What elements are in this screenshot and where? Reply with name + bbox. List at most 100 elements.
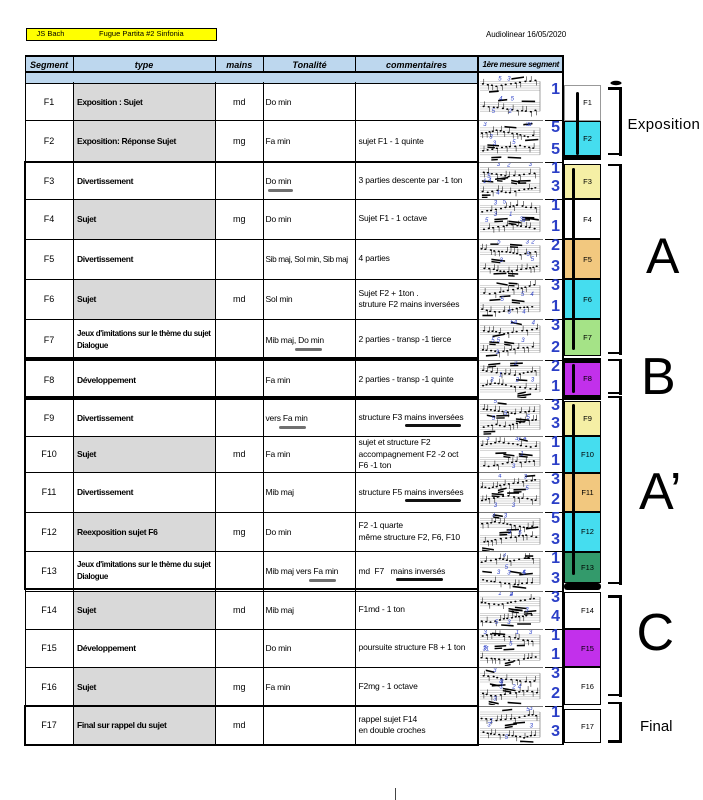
svg-text:3: 3 bbox=[530, 377, 534, 383]
svg-text:3: 3 bbox=[528, 163, 532, 168]
svg-text:5: 5 bbox=[493, 400, 497, 405]
svg-text:3: 3 bbox=[490, 377, 494, 383]
svg-text:5: 5 bbox=[500, 297, 504, 303]
svg-text:5: 5 bbox=[510, 97, 514, 103]
svg-text:3: 3 bbox=[493, 697, 497, 703]
svg-text:5: 5 bbox=[497, 240, 501, 246]
svg-text:3: 3 bbox=[529, 707, 533, 712]
svg-text:5: 5 bbox=[526, 415, 530, 421]
svg-text:5: 5 bbox=[487, 174, 491, 180]
svg-text:3: 3 bbox=[525, 122, 529, 128]
svg-text:3: 3 bbox=[507, 76, 511, 82]
svg-text:4: 4 bbox=[513, 320, 517, 326]
svg-text:3: 3 bbox=[511, 464, 515, 470]
svg-text:3: 3 bbox=[503, 513, 507, 519]
svg-text:5: 5 bbox=[522, 570, 526, 576]
svg-text:5: 5 bbox=[496, 338, 500, 344]
svg-text:5: 5 bbox=[502, 200, 506, 206]
svg-text:5: 5 bbox=[491, 338, 495, 344]
svg-text:4: 4 bbox=[499, 680, 503, 686]
svg-text:5: 5 bbox=[521, 292, 525, 298]
svg-text:4: 4 bbox=[517, 684, 521, 690]
svg-text:3: 3 bbox=[483, 122, 487, 128]
svg-text:2: 2 bbox=[511, 684, 516, 690]
svg-text:4: 4 bbox=[523, 437, 527, 442]
svg-text:3: 3 bbox=[529, 724, 533, 730]
svg-text:5: 5 bbox=[504, 735, 508, 741]
svg-text:3: 3 bbox=[500, 680, 504, 686]
svg-text:3: 3 bbox=[519, 217, 523, 223]
svg-text:5: 5 bbox=[491, 109, 495, 115]
svg-text:3: 3 bbox=[507, 310, 511, 316]
svg-text:3: 3 bbox=[493, 212, 497, 218]
svg-text:3: 3 bbox=[521, 338, 525, 344]
svg-text:4: 4 bbox=[498, 474, 502, 480]
svg-text:3: 3 bbox=[528, 122, 532, 128]
svg-text:2: 2 bbox=[507, 109, 512, 115]
svg-text:5: 5 bbox=[483, 646, 487, 652]
svg-text:5: 5 bbox=[485, 218, 489, 224]
svg-text:1: 1 bbox=[498, 373, 501, 379]
svg-text:3: 3 bbox=[496, 163, 500, 168]
svg-text:4: 4 bbox=[531, 321, 535, 327]
svg-text:4: 4 bbox=[530, 292, 534, 298]
svg-text:5: 5 bbox=[504, 564, 508, 570]
svg-text:3: 3 bbox=[495, 350, 499, 356]
svg-text:5: 5 bbox=[491, 416, 495, 422]
svg-text:3: 3 bbox=[493, 201, 497, 207]
svg-text:3: 3 bbox=[493, 503, 497, 509]
svg-text:4: 4 bbox=[496, 190, 500, 196]
svg-text:3: 3 bbox=[493, 668, 497, 674]
svg-text:1: 1 bbox=[515, 630, 518, 636]
svg-text:4: 4 bbox=[509, 592, 513, 598]
svg-text:2: 2 bbox=[514, 377, 519, 383]
svg-text:5: 5 bbox=[525, 485, 529, 491]
svg-text:2: 2 bbox=[508, 592, 513, 598]
svg-text:3: 3 bbox=[507, 530, 511, 536]
svg-text:3: 3 bbox=[511, 503, 515, 509]
svg-text:3: 3 bbox=[487, 723, 491, 729]
svg-text:3: 3 bbox=[492, 141, 496, 147]
svg-text:3: 3 bbox=[517, 437, 521, 443]
svg-text:3: 3 bbox=[507, 620, 511, 626]
svg-text:3: 3 bbox=[502, 553, 506, 559]
svg-text:3: 3 bbox=[523, 474, 527, 480]
svg-text:5: 5 bbox=[510, 320, 514, 326]
svg-text:4: 4 bbox=[499, 97, 503, 103]
svg-text:5: 5 bbox=[526, 707, 530, 713]
svg-text:3: 3 bbox=[499, 258, 503, 264]
svg-text:4: 4 bbox=[488, 178, 492, 184]
svg-text:2: 2 bbox=[513, 361, 518, 367]
svg-text:3: 3 bbox=[489, 134, 493, 140]
svg-text:5: 5 bbox=[512, 140, 516, 146]
svg-text:5: 5 bbox=[498, 76, 502, 82]
svg-text:3: 3 bbox=[486, 437, 490, 442]
svg-text:3: 3 bbox=[499, 684, 503, 690]
svg-text:3: 3 bbox=[491, 513, 495, 519]
svg-text:3: 3 bbox=[525, 608, 529, 614]
svg-text:5: 5 bbox=[526, 252, 530, 258]
svg-text:3: 3 bbox=[525, 240, 529, 246]
svg-text:2: 2 bbox=[530, 240, 535, 246]
svg-text:3: 3 bbox=[528, 630, 532, 636]
svg-text:3: 3 bbox=[507, 570, 511, 576]
svg-text:1: 1 bbox=[509, 212, 512, 218]
svg-text:3: 3 bbox=[496, 569, 500, 575]
svg-text:1: 1 bbox=[498, 592, 501, 597]
svg-text:1: 1 bbox=[489, 719, 492, 725]
svg-text:4: 4 bbox=[522, 569, 526, 575]
svg-text:3: 3 bbox=[515, 437, 519, 442]
svg-text:4: 4 bbox=[522, 310, 526, 316]
svg-text:3: 3 bbox=[522, 218, 526, 224]
svg-text:2: 2 bbox=[506, 163, 511, 169]
svg-text:3: 3 bbox=[482, 647, 486, 653]
svg-text:5: 5 bbox=[509, 642, 513, 648]
svg-text:5: 5 bbox=[503, 411, 507, 417]
svg-text:5: 5 bbox=[494, 620, 498, 626]
svg-text:1: 1 bbox=[485, 647, 488, 653]
svg-text:5: 5 bbox=[518, 531, 522, 537]
svg-text:1: 1 bbox=[520, 452, 523, 458]
svg-text:1: 1 bbox=[483, 179, 486, 185]
svg-text:3: 3 bbox=[483, 630, 487, 636]
svg-text:5: 5 bbox=[530, 257, 534, 263]
